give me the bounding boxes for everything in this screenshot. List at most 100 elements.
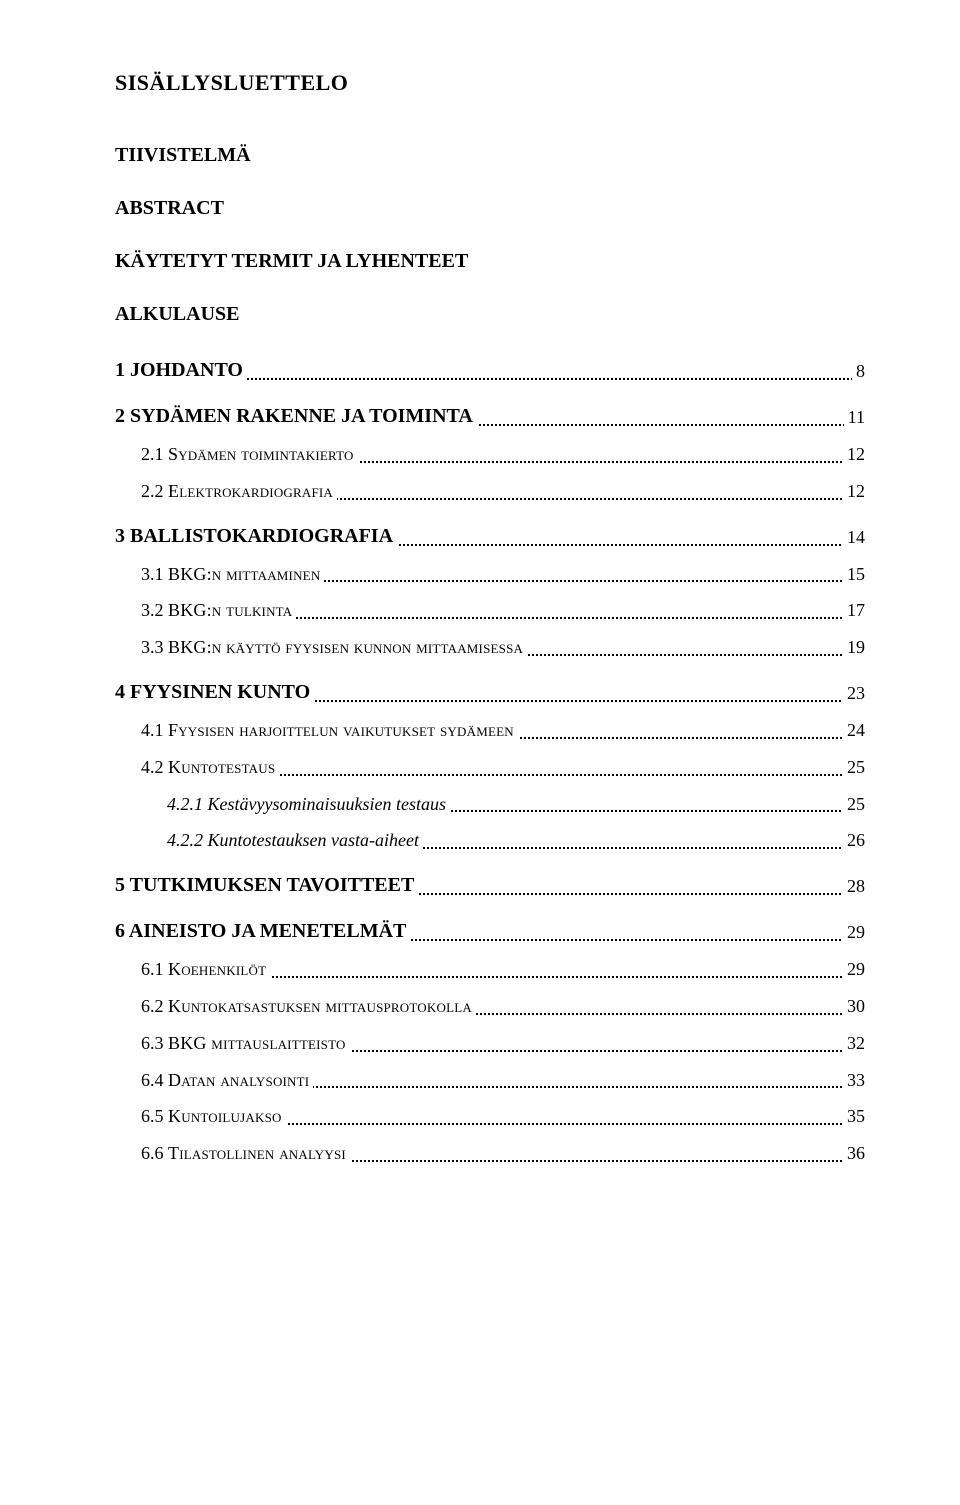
toc-main-title: SISÄLLYSLUETTELO bbox=[115, 70, 865, 96]
toc-entry-page: 26 bbox=[843, 826, 865, 855]
toc-entry-number: 1 bbox=[115, 359, 125, 381]
toc-entry-number: 6.5 bbox=[141, 1106, 164, 1126]
toc-entry-page: 8 bbox=[852, 357, 865, 386]
toc-entry: 6.2 Kuntokatsastuksen mittausprotokolla 3… bbox=[115, 992, 865, 1021]
toc-entry-page: 33 bbox=[843, 1066, 865, 1095]
toc-entry-page: 12 bbox=[843, 477, 865, 506]
toc-entry-page: 36 bbox=[843, 1139, 865, 1168]
toc-entry-label: 2 SYDÄMEN RAKENNE JA TOIMINTA bbox=[115, 405, 477, 427]
toc-entry-label: 6.3 BKG mittauslaitteisto bbox=[141, 1033, 350, 1053]
toc-entry-number: 4.2 bbox=[141, 757, 164, 777]
toc-entry-text: TUTKIMUKSEN TAVOITTEET bbox=[130, 874, 415, 896]
toc-entry-page: 30 bbox=[843, 992, 865, 1021]
toc-entry-label: 2.2 Elektrokardiografia bbox=[141, 481, 337, 501]
toc-entry-number: 6.6 bbox=[141, 1143, 164, 1163]
toc-entry-text: BKG:n tulkinta bbox=[168, 600, 292, 620]
toc-entry-page: 25 bbox=[843, 753, 865, 782]
toc-entry: 6 AINEISTO JA MENETELMÄT 29 bbox=[115, 915, 865, 947]
toc-entry-page: 19 bbox=[843, 633, 865, 662]
toc-entry-page: 29 bbox=[843, 918, 865, 947]
toc-entry: 6.6 Tilastollinen analyysi 36 bbox=[115, 1139, 865, 1168]
toc-entry: 3.1 BKG:n mittaaminen15 bbox=[115, 560, 865, 589]
toc-entry-text: Tilastollinen analyysi bbox=[168, 1143, 346, 1163]
toc-entry-page: 28 bbox=[843, 872, 865, 901]
toc-entry: 6.3 BKG mittauslaitteisto 32 bbox=[115, 1029, 865, 1058]
toc-entry: 2.1 Sydämen toimintakierto 12 bbox=[115, 440, 865, 469]
toc-entry-page: 32 bbox=[843, 1029, 865, 1058]
toc-entry-text: Datan analysointi bbox=[168, 1070, 309, 1090]
toc-entry-text: Sydämen toimintakierto bbox=[168, 444, 354, 464]
toc-entry-page: 12 bbox=[843, 440, 865, 469]
toc-entry-label: 3.3 BKG:n käyttö fyysisen kunnon mittaam… bbox=[141, 637, 527, 657]
toc-entry-label: 4.1 Fyysisen harjoittelun vaikutukset sy… bbox=[141, 720, 518, 740]
toc-entry: 6.1 Koehenkilöt 29 bbox=[115, 955, 865, 984]
toc-entry-label: 5 TUTKIMUKSEN TAVOITTEET bbox=[115, 874, 418, 896]
toc-entry: 2 SYDÄMEN RAKENNE JA TOIMINTA11 bbox=[115, 400, 865, 432]
toc-entry-number: 2.2 bbox=[141, 481, 164, 501]
toc-entry-number: 4.2.2 bbox=[167, 830, 203, 850]
toc-entry-page: 25 bbox=[843, 790, 865, 819]
toc-entry-number: 3.1 bbox=[141, 564, 164, 584]
toc-entry-text: Fyysisen harjoittelun vaikutukset sydäme… bbox=[168, 720, 514, 740]
toc-entry-text: FYYSINEN KUNTO bbox=[130, 681, 310, 703]
toc-entry-label: 3 BALLISTOKARDIOGRAFIA bbox=[115, 525, 397, 547]
toc-entry-text: Koehenkilöt bbox=[168, 959, 266, 979]
toc-entry-label: 4.2 Kuntotestaus bbox=[141, 757, 279, 777]
toc-entry: 3.3 BKG:n käyttö fyysisen kunnon mittaam… bbox=[115, 633, 865, 662]
toc-entry-label: 4.2.2 Kuntotestauksen vasta-aiheet bbox=[167, 830, 423, 850]
toc-entry: 3 BALLISTOKARDIOGRAFIA 14 bbox=[115, 520, 865, 552]
toc-entry-page: 17 bbox=[843, 596, 865, 625]
toc-entry-label: 4 FYYSINEN KUNTO bbox=[115, 681, 314, 703]
plain-heading: KÄYTETYT TERMIT JA LYHENTEET bbox=[115, 250, 865, 273]
toc-entry-number: 3 bbox=[115, 525, 125, 547]
toc-entry: 6.5 Kuntoilujakso 35 bbox=[115, 1102, 865, 1131]
toc-entry-page: 24 bbox=[843, 716, 865, 745]
toc-entry: 3.2 BKG:n tulkinta 17 bbox=[115, 596, 865, 625]
toc-entry-number: 6.4 bbox=[141, 1070, 164, 1090]
toc-entry-number: 6.2 bbox=[141, 996, 164, 1016]
toc-entry: 4 FYYSINEN KUNTO 23 bbox=[115, 676, 865, 708]
toc-entry-label: 1 JOHDANTO bbox=[115, 359, 247, 381]
toc-entry: 4.2.2 Kuntotestauksen vasta-aiheet 26 bbox=[115, 826, 865, 855]
toc-entry-label: 2.1 Sydämen toimintakierto bbox=[141, 444, 358, 464]
toc-entry-number: 3.2 bbox=[141, 600, 164, 620]
toc-entry-number: 4.1 bbox=[141, 720, 164, 740]
plain-heading: ABSTRACT bbox=[115, 197, 865, 220]
toc-entry-number: 4 bbox=[115, 681, 125, 703]
toc-entry: 4.1 Fyysisen harjoittelun vaikutukset sy… bbox=[115, 716, 865, 745]
toc-entry: 6.4 Datan analysointi 33 bbox=[115, 1066, 865, 1095]
toc-entry-number: 2.1 bbox=[141, 444, 164, 464]
toc-entry-number: 6 bbox=[115, 920, 125, 942]
toc-entry-page: 35 bbox=[843, 1102, 865, 1131]
toc-entry-text: Kuntoilujakso bbox=[168, 1106, 282, 1126]
toc-entry-label: 6.1 Koehenkilöt bbox=[141, 959, 270, 979]
toc-entry-label: 3.2 BKG:n tulkinta bbox=[141, 600, 296, 620]
plain-headings-block: TIIVISTELMÄ ABSTRACT KÄYTETYT TERMIT JA LY… bbox=[115, 144, 865, 326]
toc-entry-label: 3.1 BKG:n mittaaminen bbox=[141, 564, 324, 584]
toc-entry-text: BKG:n mittaaminen bbox=[168, 564, 320, 584]
toc-entry-label: 6 AINEISTO JA MENETELMÄT bbox=[115, 920, 410, 942]
toc-entry: 5 TUTKIMUKSEN TAVOITTEET 28 bbox=[115, 869, 865, 901]
toc-entry-text: SYDÄMEN RAKENNE JA TOIMINTA bbox=[130, 405, 473, 427]
toc-entry-page: 14 bbox=[843, 523, 865, 552]
toc-entry-number: 6.1 bbox=[141, 959, 164, 979]
toc-entry-page: 23 bbox=[843, 679, 865, 708]
toc-entry: 4.2 Kuntotestaus 25 bbox=[115, 753, 865, 782]
toc-entry-text: JOHDANTO bbox=[130, 359, 243, 381]
toc-entry-label: 4.2.1 Kestävyysominaisuuksien testaus bbox=[167, 794, 450, 814]
toc-list: 1 JOHDANTO 8 2 SYDÄMEN RAKENNE JA TOIMINTA… bbox=[115, 354, 865, 1168]
toc-entry-text: BALLISTOKARDIOGRAFIA bbox=[130, 525, 393, 547]
toc-entry-text: Kuntotestauksen vasta-aiheet bbox=[208, 830, 419, 850]
toc-entry-number: 2 bbox=[115, 405, 125, 427]
toc-entry-text: Kuntotestaus bbox=[168, 757, 275, 777]
plain-heading: TIIVISTELMÄ bbox=[115, 144, 865, 167]
toc-entry-text: Kestävyysominaisuuksien testaus bbox=[208, 794, 446, 814]
toc-entry-label: 6.2 Kuntokatsastuksen mittausprotokolla bbox=[141, 996, 476, 1016]
toc-entry-label: 6.5 Kuntoilujakso bbox=[141, 1106, 286, 1126]
toc-entry-page: 29 bbox=[843, 955, 865, 984]
toc-entry-text: Kuntokatsastuksen mittausprotokolla bbox=[168, 996, 472, 1016]
document-page: SISÄLLYSLUETTELO TIIVISTELMÄ ABSTRACT KÄYT… bbox=[0, 0, 960, 1505]
toc-entry: 2.2 Elektrokardiografia 12 bbox=[115, 477, 865, 506]
toc-entry-number: 4.2.1 bbox=[167, 794, 203, 814]
toc-entry-label: 6.6 Tilastollinen analyysi bbox=[141, 1143, 350, 1163]
